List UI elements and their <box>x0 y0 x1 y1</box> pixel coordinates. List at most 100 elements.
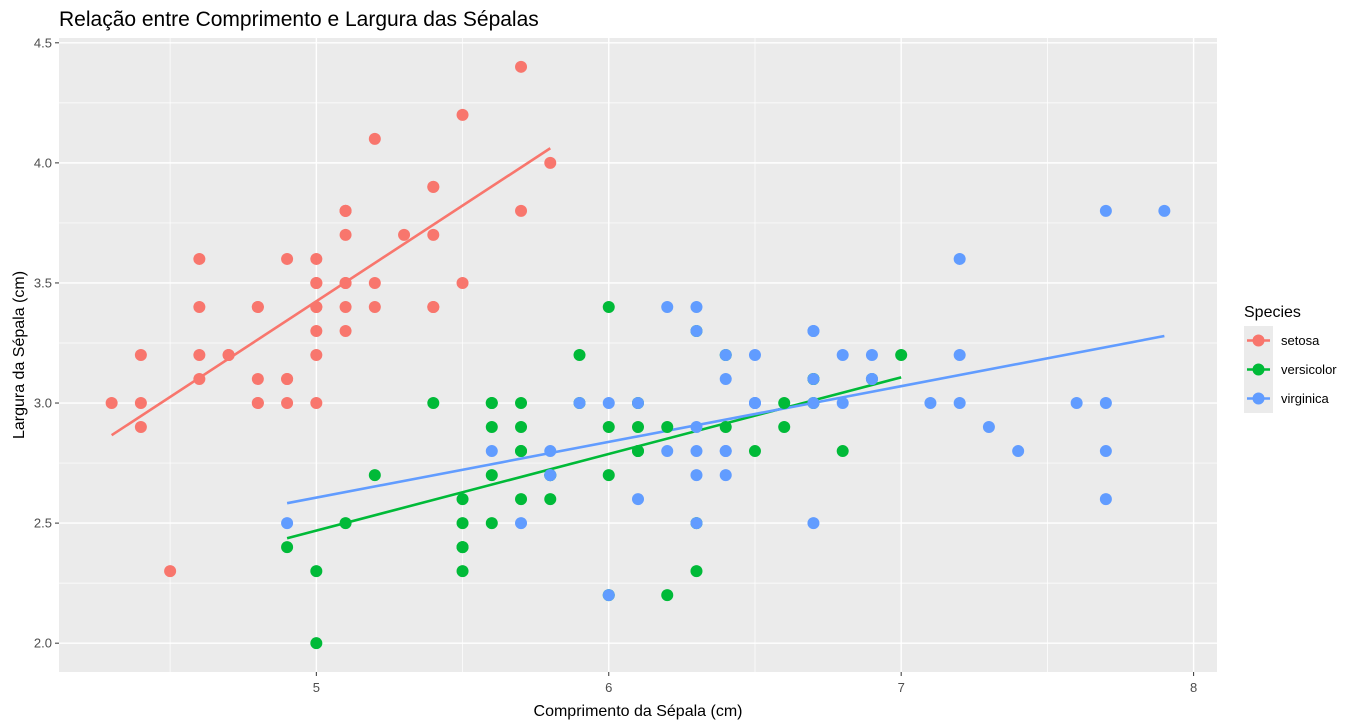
point-virginica <box>661 445 674 458</box>
point-setosa <box>281 397 294 410</box>
point-setosa <box>427 228 440 241</box>
point-virginica <box>1099 493 1112 506</box>
fit-line-setosa <box>110 147 551 437</box>
point-virginica <box>602 589 615 602</box>
point-versicolor <box>515 397 528 410</box>
point-versicolor <box>748 445 761 458</box>
point-versicolor <box>310 637 323 650</box>
point-setosa <box>281 252 294 265</box>
point-setosa <box>427 300 440 313</box>
point-versicolor <box>515 493 528 506</box>
point-virginica <box>865 373 878 386</box>
point-versicolor <box>456 517 469 530</box>
legend-label-virginica: virginica <box>1281 391 1329 406</box>
point-virginica <box>719 349 732 361</box>
legend-key-point <box>1252 334 1265 347</box>
point-virginica <box>748 397 761 410</box>
point-virginica <box>544 445 557 458</box>
y-tick-label: 3.5 <box>34 275 52 290</box>
point-virginica <box>690 445 703 458</box>
point-virginica <box>632 493 644 506</box>
point-setosa <box>339 204 352 217</box>
point-setosa <box>134 397 147 410</box>
y-axis: 2.0 2.5 3.0 3.5 4.0 4.5 <box>34 35 59 651</box>
point-versicolor <box>602 300 615 313</box>
x-tick-label: 6 <box>605 680 612 695</box>
point-setosa <box>193 373 206 386</box>
point-versicolor <box>719 421 732 434</box>
point-virginica <box>953 252 966 265</box>
point-virginica <box>1158 204 1171 217</box>
point-virginica <box>690 300 703 313</box>
point-virginica <box>748 349 761 361</box>
x-tick-label: 7 <box>898 680 905 695</box>
point-virginica <box>1099 445 1112 458</box>
point-setosa <box>105 397 118 410</box>
fit-line-versicolor <box>286 376 902 540</box>
y-tick-label: 4.0 <box>34 155 52 170</box>
point-virginica <box>865 349 878 361</box>
point-versicolor <box>485 421 498 434</box>
x-axis: 5 6 7 8 <box>313 672 1197 695</box>
point-virginica <box>690 517 703 530</box>
point-versicolor <box>573 349 586 361</box>
point-setosa <box>544 156 557 169</box>
legend-key-point <box>1252 363 1265 376</box>
point-setosa <box>281 373 294 386</box>
point-versicolor <box>368 469 381 482</box>
fit-line-virginica <box>286 334 1165 505</box>
point-versicolor <box>515 421 528 434</box>
point-versicolor <box>778 421 791 434</box>
point-setosa <box>368 300 381 313</box>
point-virginica <box>690 324 703 337</box>
point-setosa <box>251 300 264 313</box>
point-versicolor <box>602 469 615 482</box>
point-versicolor <box>485 397 498 410</box>
point-virginica <box>661 300 674 313</box>
point-versicolor <box>456 541 469 554</box>
point-virginica <box>602 397 615 410</box>
point-virginica <box>1099 204 1112 217</box>
point-virginica <box>1012 445 1025 458</box>
point-setosa <box>251 397 264 410</box>
point-virginica <box>544 469 557 482</box>
point-setosa <box>427 180 440 193</box>
y-tick-label: 2.0 <box>34 636 52 651</box>
point-virginica <box>485 445 498 458</box>
point-versicolor <box>485 469 498 482</box>
point-virginica <box>515 517 528 530</box>
point-setosa <box>134 349 147 361</box>
point-virginica <box>719 445 732 458</box>
point-virginica <box>836 349 849 361</box>
x-tick-label: 8 <box>1190 680 1197 695</box>
legend-title: Species <box>1244 304 1301 321</box>
point-virginica <box>924 397 937 410</box>
point-versicolor <box>281 541 294 554</box>
point-setosa <box>515 60 528 73</box>
point-setosa <box>515 204 528 217</box>
point-setosa <box>456 276 469 289</box>
point-versicolor <box>632 445 644 458</box>
point-virginica <box>281 517 294 530</box>
point-setosa <box>193 349 206 361</box>
data-points <box>105 60 1171 650</box>
point-virginica <box>1099 397 1112 410</box>
point-setosa <box>310 397 323 410</box>
y-tick-label: 3.0 <box>34 396 52 411</box>
point-setosa <box>222 349 235 361</box>
point-setosa <box>193 252 206 265</box>
point-setosa <box>368 276 381 289</box>
point-virginica <box>690 469 703 482</box>
point-versicolor <box>310 565 323 578</box>
point-versicolor <box>427 397 440 410</box>
point-versicolor <box>836 445 849 458</box>
x-tick-label: 5 <box>313 680 320 695</box>
point-setosa <box>310 276 323 289</box>
point-virginica <box>573 397 586 410</box>
point-virginica <box>807 517 820 530</box>
x-axis-title: Comprimento da Sépala (cm) <box>534 703 743 720</box>
point-versicolor <box>456 493 469 506</box>
point-versicolor <box>632 421 644 434</box>
point-versicolor <box>690 565 703 578</box>
